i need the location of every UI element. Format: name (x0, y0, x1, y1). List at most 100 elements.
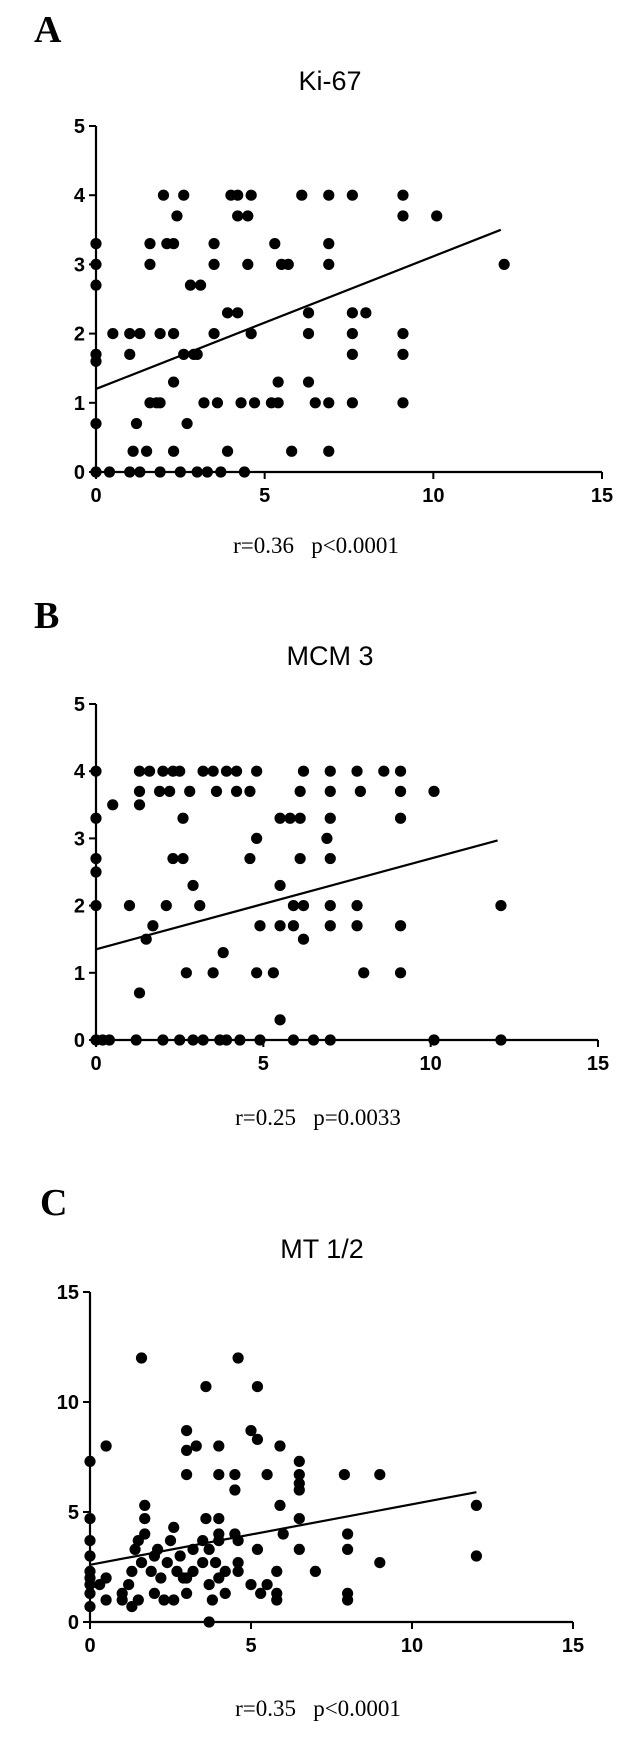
data-point-c (342, 1594, 354, 1606)
y-tick-label-b: 5 (74, 694, 85, 716)
data-point-c (232, 1565, 244, 1577)
x-tick-label-b: 5 (258, 1053, 269, 1075)
data-point-c (271, 1565, 283, 1577)
data-point-c (213, 1440, 225, 1452)
axis-ticks-b: 0 1 2 3 4 5 0 5 10 15 (74, 694, 609, 1075)
data-point-c (181, 1425, 193, 1437)
y-tick-label-a: 0 (74, 462, 85, 484)
data-point-a (167, 328, 180, 340)
data-point-b (287, 1034, 300, 1046)
data-point-a (302, 376, 315, 388)
data-point-b (207, 967, 219, 979)
data-point-a (90, 417, 102, 430)
data-point-a (191, 348, 203, 360)
data-point-b (133, 785, 146, 797)
data-point-b (143, 765, 156, 777)
y-tick-label-c: 10 (57, 1392, 79, 1414)
data-point-c (470, 1550, 482, 1562)
data-point-c (158, 1594, 170, 1606)
data-point-b (428, 1034, 440, 1046)
data-points-a (90, 189, 510, 478)
data-point-b (324, 765, 336, 777)
data-point-c (116, 1587, 128, 1599)
data-point-c (203, 1616, 215, 1628)
data-point-c (190, 1440, 202, 1452)
data-point-c (232, 1352, 244, 1364)
data-point-c (271, 1587, 283, 1599)
x-tick-label-a: 15 (591, 485, 613, 507)
y-tick-label-c: 15 (57, 1282, 79, 1304)
y-tick-label-a: 4 (74, 185, 86, 207)
data-point-b (274, 879, 286, 892)
y-tick-label-c: 0 (68, 1612, 79, 1634)
data-point-c (338, 1469, 350, 1481)
data-point-b (428, 785, 440, 797)
data-point-a (194, 279, 207, 291)
data-point-c (342, 1543, 354, 1555)
data-point-b (358, 967, 370, 979)
data-point-a (221, 445, 234, 457)
data-point-b (133, 765, 146, 777)
x-tick-label-b: 15 (587, 1053, 609, 1075)
data-point-a (157, 189, 170, 201)
data-point-b (351, 765, 363, 777)
data-point-c (139, 1499, 151, 1511)
data-point-a (134, 328, 146, 340)
data-point-b (495, 1034, 507, 1046)
chart-title-b: MCM 3 (287, 641, 374, 671)
data-point-b (274, 812, 286, 824)
data-point-b (157, 1034, 169, 1046)
data-point-c (203, 1579, 215, 1591)
data-point-b (307, 1034, 320, 1046)
data-point-b (287, 920, 300, 932)
data-point-c (135, 1352, 148, 1364)
data-point-a (154, 397, 166, 409)
data-point-a (245, 189, 257, 201)
data-point-a (397, 397, 409, 409)
data-point-c (181, 1587, 193, 1599)
x-tick-label-c: 10 (401, 1635, 423, 1657)
y-tick-label-b: 1 (74, 963, 85, 985)
data-point-a (181, 417, 193, 430)
x-tick-label-a: 10 (422, 485, 444, 507)
axis-ticks-c: 0 5 10 15 0 5 10 15 (57, 1282, 584, 1657)
y-tick-label-a: 2 (74, 324, 85, 346)
data-point-b (220, 765, 233, 777)
data-point-b (207, 765, 219, 777)
data-point-a (272, 397, 284, 409)
data-point-a (211, 397, 224, 409)
data-point-a (127, 445, 139, 457)
data-point-b (90, 812, 102, 824)
data-point-a (346, 397, 358, 409)
data-point-b (244, 785, 256, 797)
panel-c: C MT 1/2 0 5 10 15 0 5 10 15 r=0.35 p<0.0001 (40, 1182, 584, 1721)
data-point-a (191, 466, 203, 478)
data-point-b (394, 967, 407, 979)
data-point-b (351, 920, 363, 932)
data-point-b (324, 852, 336, 865)
data-point-c (161, 1557, 173, 1569)
correlation-stats-c: r=0.35 p<0.0001 (235, 1696, 401, 1721)
data-point-a (397, 210, 409, 222)
data-point-b (251, 967, 263, 979)
data-point-b (324, 812, 336, 824)
data-point-c (200, 1381, 212, 1393)
data-point-b (244, 852, 256, 865)
data-point-c (255, 1587, 267, 1599)
data-point-c (100, 1440, 112, 1452)
data-point-c (84, 1455, 96, 1467)
data-point-b (297, 900, 310, 912)
data-point-b (254, 920, 266, 932)
data-point-a (346, 348, 358, 360)
data-point-b (354, 785, 366, 797)
chart-title-c: MT 1/2 (280, 1234, 364, 1264)
data-point-b (394, 765, 407, 777)
data-point-c (293, 1469, 305, 1481)
data-point-b (294, 852, 306, 865)
y-tick-label-c: 5 (68, 1502, 79, 1524)
data-point-b (187, 1034, 199, 1046)
y-tick-label-a: 5 (74, 116, 85, 138)
data-point-a (323, 238, 335, 250)
data-point-b (107, 799, 119, 811)
data-point-a (167, 238, 180, 250)
